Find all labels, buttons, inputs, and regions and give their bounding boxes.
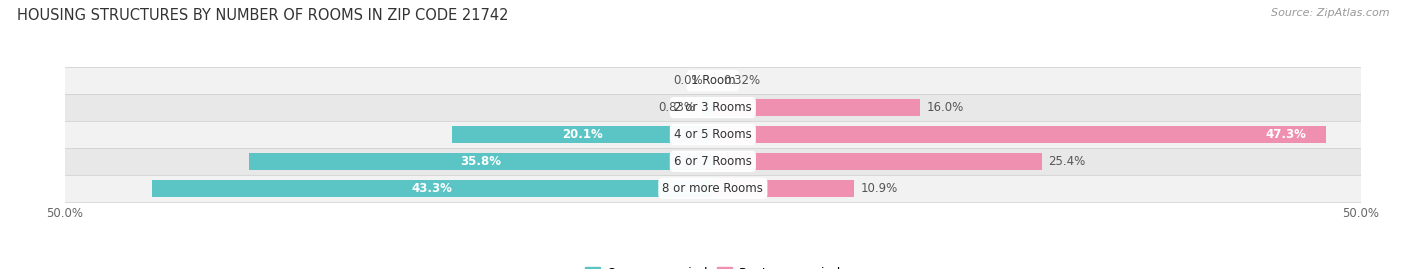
Bar [65, 67, 1361, 94]
Text: 43.3%: 43.3% [412, 182, 453, 195]
Text: 2 or 3 Rooms: 2 or 3 Rooms [673, 101, 752, 114]
Text: 10.9%: 10.9% [860, 182, 898, 195]
Text: 16.0%: 16.0% [927, 101, 965, 114]
Text: Source: ZipAtlas.com: Source: ZipAtlas.com [1271, 8, 1389, 18]
Text: HOUSING STRUCTURES BY NUMBER OF ROOMS IN ZIP CODE 21742: HOUSING STRUCTURES BY NUMBER OF ROOMS IN… [17, 8, 509, 23]
Bar [65, 121, 1361, 148]
Bar [65, 94, 1361, 121]
Bar [65, 175, 1361, 202]
Bar [713, 180, 853, 197]
Bar [702, 99, 713, 116]
Bar [249, 153, 713, 170]
Bar [453, 126, 713, 143]
Text: 4 or 5 Rooms: 4 or 5 Rooms [673, 128, 752, 141]
Text: 35.8%: 35.8% [460, 155, 502, 168]
Bar [713, 72, 717, 89]
Text: 1 Room: 1 Room [690, 74, 735, 87]
Text: 0.32%: 0.32% [724, 74, 761, 87]
Text: 8 or more Rooms: 8 or more Rooms [662, 182, 763, 195]
Text: 0.83%: 0.83% [658, 101, 696, 114]
Text: 6 or 7 Rooms: 6 or 7 Rooms [673, 155, 752, 168]
Text: 47.3%: 47.3% [1265, 128, 1306, 141]
Bar [713, 99, 921, 116]
Text: 0.0%: 0.0% [673, 74, 703, 87]
Text: 25.4%: 25.4% [1049, 155, 1085, 168]
Legend: Owner-occupied, Renter-occupied: Owner-occupied, Renter-occupied [579, 262, 846, 269]
Text: 20.1%: 20.1% [562, 128, 603, 141]
Bar [152, 180, 713, 197]
Bar [713, 153, 1042, 170]
Bar [65, 148, 1361, 175]
Bar [713, 126, 1326, 143]
